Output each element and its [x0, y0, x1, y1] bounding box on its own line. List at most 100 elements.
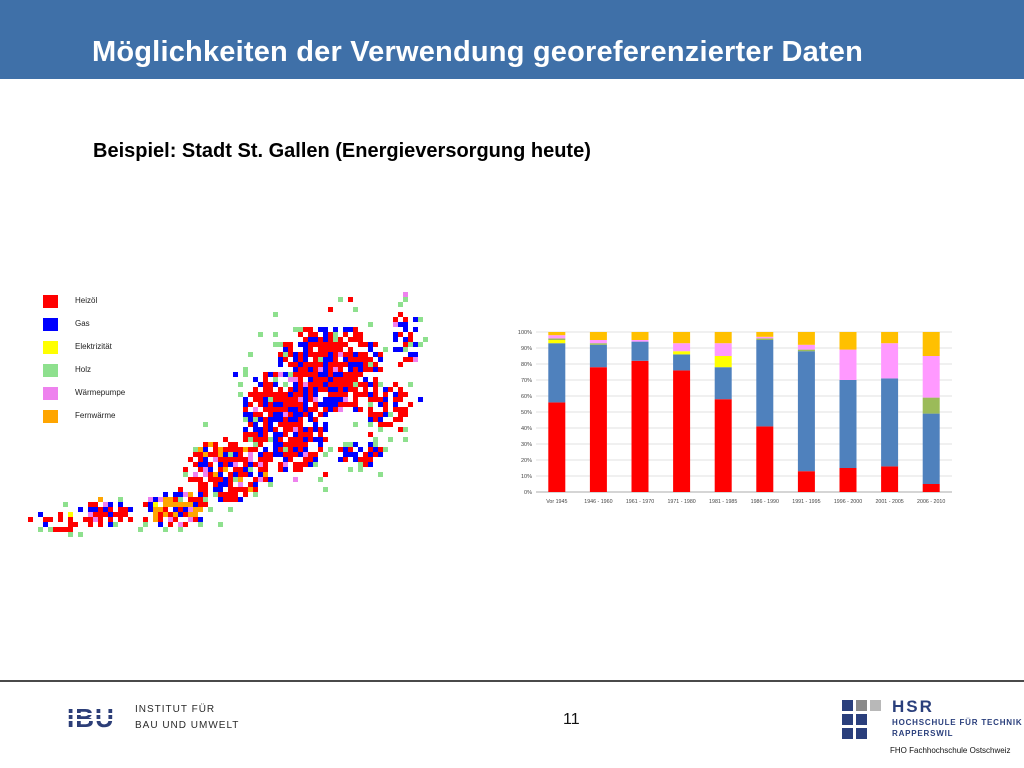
map-cell: [298, 402, 303, 407]
map-cell: [398, 332, 403, 337]
map-cell: [363, 352, 368, 357]
map-cell: [293, 477, 298, 482]
map-cell: [408, 382, 413, 387]
map-cell: [258, 412, 263, 417]
x-tick-label: 1996 - 2000: [834, 499, 862, 505]
map-cell: [103, 502, 108, 507]
bar-segment: [548, 340, 566, 344]
map-cell: [338, 377, 343, 382]
map-cell: [343, 357, 348, 362]
map-cell: [333, 342, 338, 347]
map-cell: [353, 457, 358, 462]
map-cell: [398, 302, 403, 307]
map-cell: [338, 407, 343, 412]
map-cell: [308, 452, 313, 457]
map-cell: [403, 357, 408, 362]
map-cell: [323, 367, 328, 372]
map-cell: [308, 432, 313, 437]
map-cell: [178, 502, 183, 507]
map-cell: [338, 382, 343, 387]
legend-swatch: [43, 318, 58, 331]
map-cell: [223, 467, 228, 472]
bar-segment: [839, 332, 857, 350]
map-cell: [283, 467, 288, 472]
map-cell: [268, 427, 273, 432]
bar-segment: [548, 335, 566, 339]
map-cell: [323, 427, 328, 432]
map-cell: [118, 502, 123, 507]
map-cell: [118, 507, 123, 512]
map-cell: [198, 507, 203, 512]
map-cell: [188, 457, 193, 462]
map-cell: [193, 452, 198, 457]
map-cell: [328, 392, 333, 397]
legend-swatch: [43, 387, 58, 400]
map-cell: [318, 362, 323, 367]
map-cell: [303, 397, 308, 402]
map-cell: [413, 357, 418, 362]
map-cell: [348, 372, 353, 377]
map-cell: [298, 417, 303, 422]
map-cell: [253, 377, 258, 382]
map-cell: [263, 402, 268, 407]
map-cell: [353, 377, 358, 382]
hsr-logo-name: HSR: [892, 697, 934, 716]
map-cell: [243, 487, 248, 492]
map-cell: [318, 367, 323, 372]
map-cell: [213, 482, 218, 487]
map-cell: [208, 472, 213, 477]
map-cell: [88, 507, 93, 512]
map-cell: [398, 347, 403, 352]
map-cell: [218, 487, 223, 492]
map-cell: [353, 372, 358, 377]
map-cell: [403, 322, 408, 327]
map-cell: [293, 462, 298, 467]
y-tick-label: 60%: [521, 394, 532, 400]
map-cell: [253, 487, 258, 492]
map-cell: [363, 457, 368, 462]
bar-segment: [839, 380, 857, 468]
map-cell: [273, 377, 278, 382]
map-cell: [63, 527, 68, 532]
map-cell: [73, 522, 78, 527]
map-cell: [323, 332, 328, 337]
map-cell: [273, 402, 278, 407]
map-cell: [188, 512, 193, 517]
hsr-logo: HSR HOCHSCHULE FÜR TECHNIK RAPPERSWIL FH…: [840, 697, 1022, 761]
bar-segment: [797, 471, 815, 492]
map-cell: [113, 512, 118, 517]
map-cell: [298, 437, 303, 442]
map-cell: [203, 442, 208, 447]
map-cell: [288, 422, 293, 427]
map-cell: [198, 517, 203, 522]
bar-segment: [839, 349, 857, 380]
map-cell: [358, 367, 363, 372]
map-cell: [303, 402, 308, 407]
map-cell: [308, 352, 313, 357]
map-cell: [183, 492, 188, 497]
map-cell: [378, 422, 383, 427]
map-cell: [378, 417, 383, 422]
map-cell: [358, 352, 363, 357]
map-cell: [253, 427, 258, 432]
bar-segment: [589, 332, 607, 340]
map-cell: [303, 407, 308, 412]
map-cell: [303, 367, 308, 372]
map-cell: [353, 382, 358, 387]
map-cell: [253, 412, 258, 417]
map-cell: [243, 407, 248, 412]
map-cell: [293, 422, 298, 427]
map-cell: [178, 522, 183, 527]
map-cell: [273, 442, 278, 447]
map-cell: [213, 477, 218, 482]
map-cell: [218, 492, 223, 497]
map-cell: [323, 397, 328, 402]
map-cell: [368, 402, 373, 407]
bar-segment: [589, 340, 607, 344]
map-cell: [308, 427, 313, 432]
map-cell: [183, 472, 188, 477]
bar-segment: [839, 468, 857, 492]
map-cell: [283, 342, 288, 347]
map-cell: [313, 392, 318, 397]
map-cell: [278, 422, 283, 427]
